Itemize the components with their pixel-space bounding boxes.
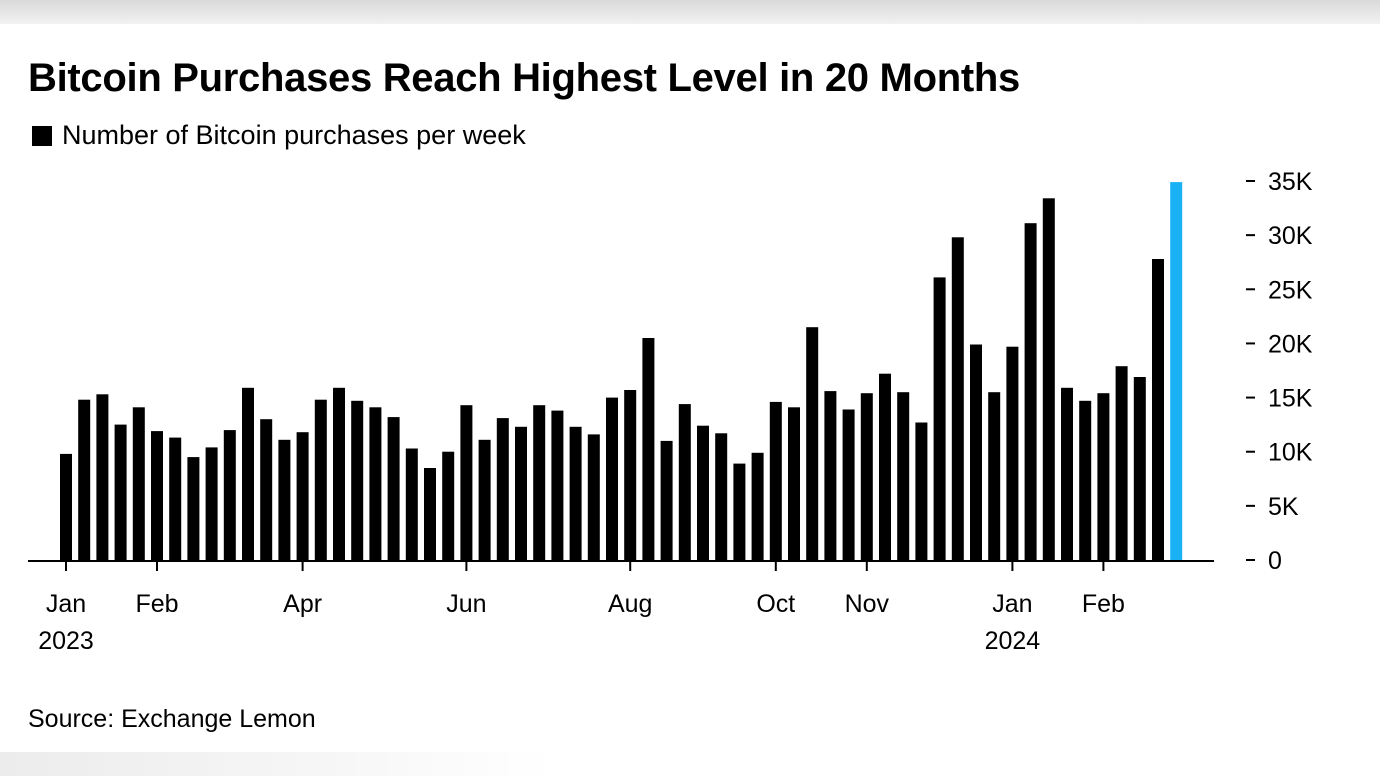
x-tick-label: Oct [756,590,795,618]
bar [260,419,273,560]
bottom-banner-strip [0,752,1380,776]
x-tick-label: Apr [283,590,322,618]
bar [551,410,564,560]
bar [460,405,473,560]
bar [733,463,746,560]
bar [478,439,491,560]
bar [132,407,145,560]
y-tick-label: 0 [1268,547,1282,575]
bar [1097,393,1110,560]
bar [151,431,163,560]
y-tick-label: 15K [1268,385,1313,413]
y-tick-label: 20K [1268,330,1313,358]
bar [1079,400,1092,560]
x-tick-label: Jan [992,590,1032,618]
bar [860,393,873,560]
bar [1133,377,1146,560]
bar [951,237,964,561]
bar [533,405,546,560]
bar [351,400,364,560]
y-tick-label: 10K [1268,439,1313,467]
y-tick-label: 35K [1268,168,1313,196]
bar [988,392,1001,560]
bar [424,468,436,560]
bar [879,373,891,560]
bar [515,426,527,560]
bar [296,432,309,560]
bar [842,409,855,560]
bar-highlight [1170,182,1183,560]
bar [642,338,655,560]
x-tick-label: Jun [446,590,486,618]
bar [1115,366,1128,560]
bar [187,457,200,560]
bar [496,418,509,560]
chart-title: Bitcoin Purchases Reach Highest Level in… [28,56,1020,100]
bar [697,425,709,560]
bar [970,344,982,560]
legend-label: Number of Bitcoin purchases per week [62,120,526,150]
bar [1042,198,1055,561]
bar [715,433,728,560]
bar [78,399,91,560]
x-tick-year-label: 2023 [38,627,94,655]
bar [788,407,800,560]
y-tick-label: 30K [1268,222,1313,250]
bar [624,390,637,560]
bar [806,327,819,560]
bar [314,399,327,560]
bar [60,453,72,560]
bar [114,424,127,560]
bar [242,387,254,560]
bar [751,452,764,560]
legend: Number of Bitcoin purchases per week [32,120,526,151]
x-tick-label: Jan [46,590,86,618]
top-banner-strip [0,0,1380,24]
bar [369,407,382,560]
bars-group [60,182,1183,561]
bar [897,392,910,560]
bar [405,448,418,560]
x-tick-label: Aug [608,590,652,618]
bar [606,397,618,560]
bar [169,437,182,560]
y-axis: 0 5K 10K 15K 20K 25K 30K 35K [1246,168,1313,575]
bar [278,439,291,560]
bar [569,426,582,560]
x-tick-label: Feb [135,590,178,618]
bar [1006,346,1019,560]
x-tick-label: Nov [845,590,890,618]
bar [915,422,928,560]
bar [205,447,218,560]
bar [387,417,400,560]
bar [678,404,691,560]
bar [933,277,946,560]
source-note: Source: Exchange Lemon [28,705,316,733]
x-axis: Jan 2023 Feb Apr Jun Aug Oct Nov Jan 2024 Feb [28,560,1214,655]
x-tick-year-label: 2024 [985,627,1041,655]
bar-chart: 0 5K 10K 15K 20K 25K 30K 35K Jan 2023 Feb Apr Jun Au… [28,168,1313,655]
legend-swatch [32,125,52,146]
bar [660,440,673,560]
bar [587,434,600,560]
bar [1061,387,1073,560]
bar [1152,259,1164,560]
bar [223,430,236,560]
y-tick-label: 5K [1268,493,1299,521]
bar [333,387,345,560]
bar [824,391,837,560]
bar [442,451,455,560]
bar [96,394,109,560]
x-tick-label: Feb [1082,590,1125,618]
y-tick-label: 25K [1268,276,1313,304]
bar [769,401,782,560]
bar [1024,223,1037,560]
